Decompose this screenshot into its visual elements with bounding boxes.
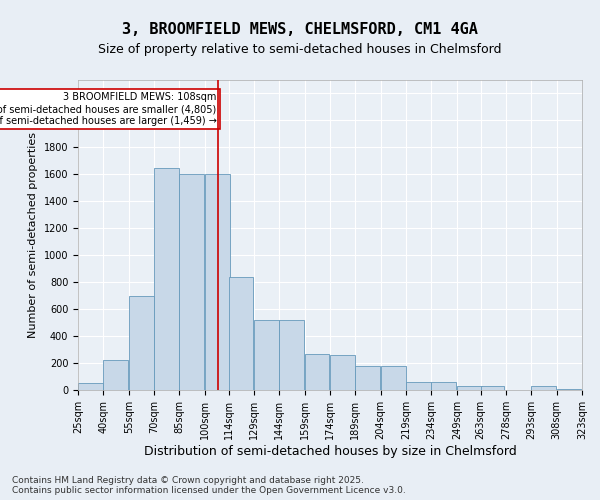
Bar [355, 366, 380, 390]
Bar [406, 382, 431, 390]
X-axis label: Distribution of semi-detached houses by size in Chelmsford: Distribution of semi-detached houses by … [143, 444, 517, 458]
Bar [129, 296, 154, 390]
Text: Size of property relative to semi-detached houses in Chelmsford: Size of property relative to semi-detach… [98, 42, 502, 56]
Bar [179, 174, 205, 390]
Bar [381, 366, 406, 390]
Bar [305, 354, 329, 390]
Bar [481, 386, 503, 390]
Bar [154, 168, 179, 390]
Bar [254, 320, 279, 390]
Bar [279, 320, 304, 390]
Bar [457, 386, 482, 390]
Bar [531, 386, 556, 390]
Bar [103, 360, 128, 390]
Bar [205, 174, 230, 390]
Text: 3, BROOMFIELD MEWS, CHELMSFORD, CM1 4GA: 3, BROOMFIELD MEWS, CHELMSFORD, CM1 4GA [122, 22, 478, 38]
Bar [229, 277, 253, 390]
Bar [557, 388, 581, 390]
Bar [78, 384, 103, 390]
Y-axis label: Number of semi-detached properties: Number of semi-detached properties [28, 132, 38, 338]
Bar [330, 355, 355, 390]
Text: 3 BROOMFIELD MEWS: 108sqm
← 76% of semi-detached houses are smaller (4,805)
23% : 3 BROOMFIELD MEWS: 108sqm ← 76% of semi-… [0, 92, 217, 126]
Bar [431, 382, 457, 390]
Text: Contains HM Land Registry data © Crown copyright and database right 2025.
Contai: Contains HM Land Registry data © Crown c… [12, 476, 406, 495]
